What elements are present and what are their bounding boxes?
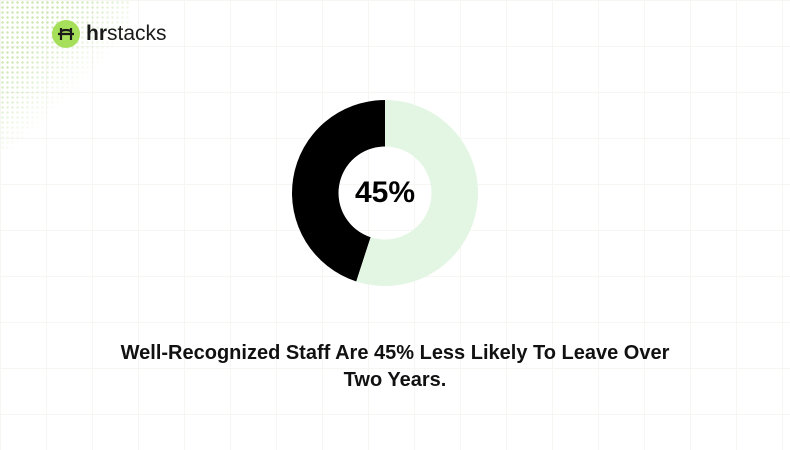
logo[interactable]: hrstacks	[52, 20, 167, 48]
logo-text: hrstacks	[86, 22, 167, 46]
center-label: 45%	[355, 176, 415, 209]
logo-icon	[52, 20, 80, 48]
donut-slice	[292, 100, 385, 282]
logo-prefix: hr	[86, 22, 107, 45]
chart-title: Well-Recognized Staff Are 45% Less Likel…	[120, 342, 670, 391]
donut-slice	[356, 100, 479, 286]
logo-suffix: stacks	[107, 22, 167, 45]
